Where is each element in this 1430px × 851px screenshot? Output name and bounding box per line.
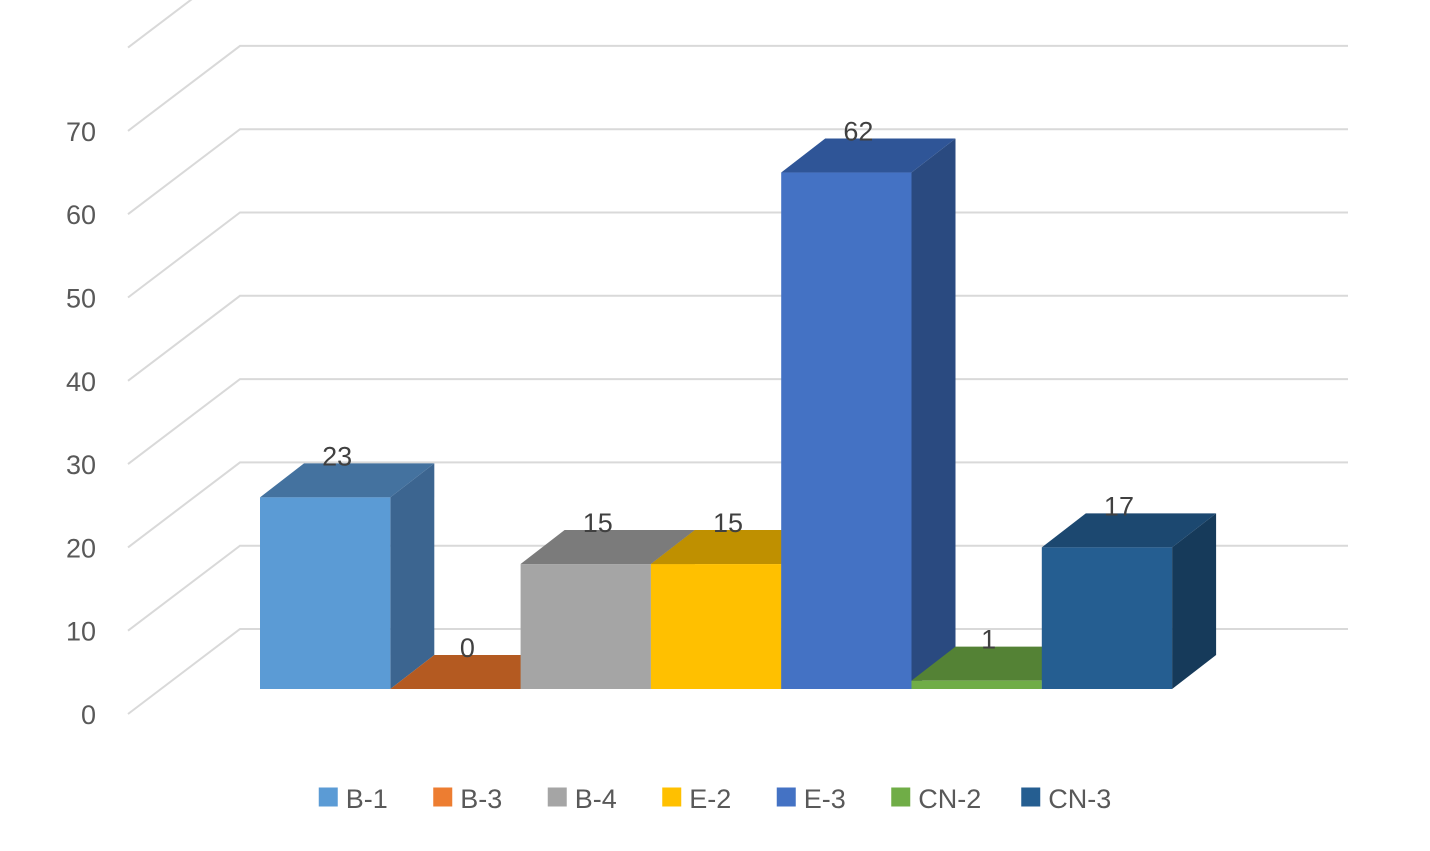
bar-top bbox=[1041, 513, 1217, 548]
legend-swatch bbox=[776, 787, 796, 807]
legend-label: E-2 bbox=[689, 784, 731, 814]
data-label: 17 bbox=[1104, 491, 1134, 521]
gridline bbox=[127, 211, 1348, 299]
y-tick-label: 30 bbox=[66, 450, 96, 480]
data-label: 15 bbox=[583, 508, 613, 538]
legend-swatch bbox=[1021, 787, 1041, 807]
y-tick-label: 10 bbox=[66, 617, 96, 647]
bar-top bbox=[260, 463, 435, 498]
legend-item: B-4 bbox=[547, 784, 617, 814]
gridline bbox=[127, 294, 1348, 382]
bar bbox=[260, 463, 435, 689]
legend-item: CN-2 bbox=[891, 784, 981, 814]
legend-item: E-2 bbox=[662, 784, 731, 814]
y-tick-label: 0 bbox=[81, 700, 96, 730]
legend-label: CN-3 bbox=[1048, 784, 1111, 814]
y-tick-label: 40 bbox=[66, 367, 96, 397]
bar-front bbox=[520, 564, 651, 689]
legend-swatch bbox=[433, 787, 453, 807]
gridline bbox=[127, 544, 1348, 632]
data-label: 62 bbox=[843, 117, 873, 147]
bar-front bbox=[260, 497, 391, 689]
bar-top bbox=[781, 138, 956, 173]
bar-front bbox=[650, 564, 782, 689]
legend-swatch bbox=[318, 787, 338, 807]
legend-swatch bbox=[662, 787, 682, 807]
legend-swatch bbox=[891, 787, 911, 807]
gridline bbox=[127, 128, 1348, 215]
bar bbox=[781, 138, 956, 690]
legend-item: CN-3 bbox=[1021, 784, 1111, 814]
bar-front bbox=[1041, 547, 1173, 689]
y-tick-label: 20 bbox=[66, 533, 96, 563]
data-label: 15 bbox=[713, 508, 743, 538]
legend-label: B-4 bbox=[575, 784, 617, 814]
legend-item: B-1 bbox=[318, 784, 388, 814]
data-labels: 23 0 15 15 62 1 17 bbox=[322, 117, 1134, 663]
legend-item: B-3 bbox=[433, 784, 502, 814]
bar-front bbox=[781, 172, 912, 690]
data-label: 23 bbox=[322, 441, 352, 471]
data-label: 0 bbox=[460, 633, 475, 663]
legend-item: E-3 bbox=[776, 784, 846, 814]
bar-side bbox=[911, 138, 956, 690]
legend: B-1 B-3 B-4 E-2 E-3 CN-2 CN-3 bbox=[318, 784, 1111, 814]
bar-front bbox=[911, 680, 1042, 689]
bar-side bbox=[1172, 513, 1217, 689]
gridline bbox=[127, 44, 1348, 132]
gridline bbox=[127, 628, 1348, 715]
data-label: 1 bbox=[981, 625, 996, 655]
y-tick-label: 70 bbox=[66, 117, 96, 147]
bars bbox=[260, 138, 1217, 690]
gridline bbox=[127, 378, 1348, 465]
bar-top bbox=[520, 530, 695, 565]
y-axis-tick-labels: 0 10 20 30 40 50 60 70 bbox=[66, 117, 96, 730]
y-tick-label: 50 bbox=[66, 284, 96, 314]
gridline bbox=[127, 461, 1348, 549]
y-tick-label: 60 bbox=[66, 200, 96, 230]
gridlines bbox=[127, 0, 1348, 715]
legend-label: B-1 bbox=[346, 784, 388, 814]
legend-label: E-3 bbox=[804, 784, 846, 814]
bar-side bbox=[390, 463, 435, 689]
legend-label: B-3 bbox=[460, 784, 502, 814]
legend-swatch bbox=[547, 787, 567, 807]
bar bbox=[1041, 513, 1217, 689]
gridline bbox=[127, 0, 193, 49]
legend-label: CN-2 bbox=[918, 784, 981, 814]
